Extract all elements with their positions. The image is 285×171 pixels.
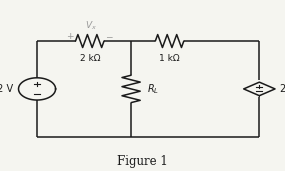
Text: +: + (66, 32, 74, 41)
Text: $R_L$: $R_L$ (147, 82, 160, 96)
Text: $2V_x$: $2V_x$ (279, 82, 285, 96)
Text: 2 kΩ: 2 kΩ (80, 54, 100, 63)
Text: 1 kΩ: 1 kΩ (159, 54, 180, 63)
Text: Figure 1: Figure 1 (117, 155, 168, 168)
Text: $V_x$: $V_x$ (85, 19, 97, 32)
Text: 12 V: 12 V (0, 84, 13, 94)
Text: −: − (105, 32, 112, 41)
